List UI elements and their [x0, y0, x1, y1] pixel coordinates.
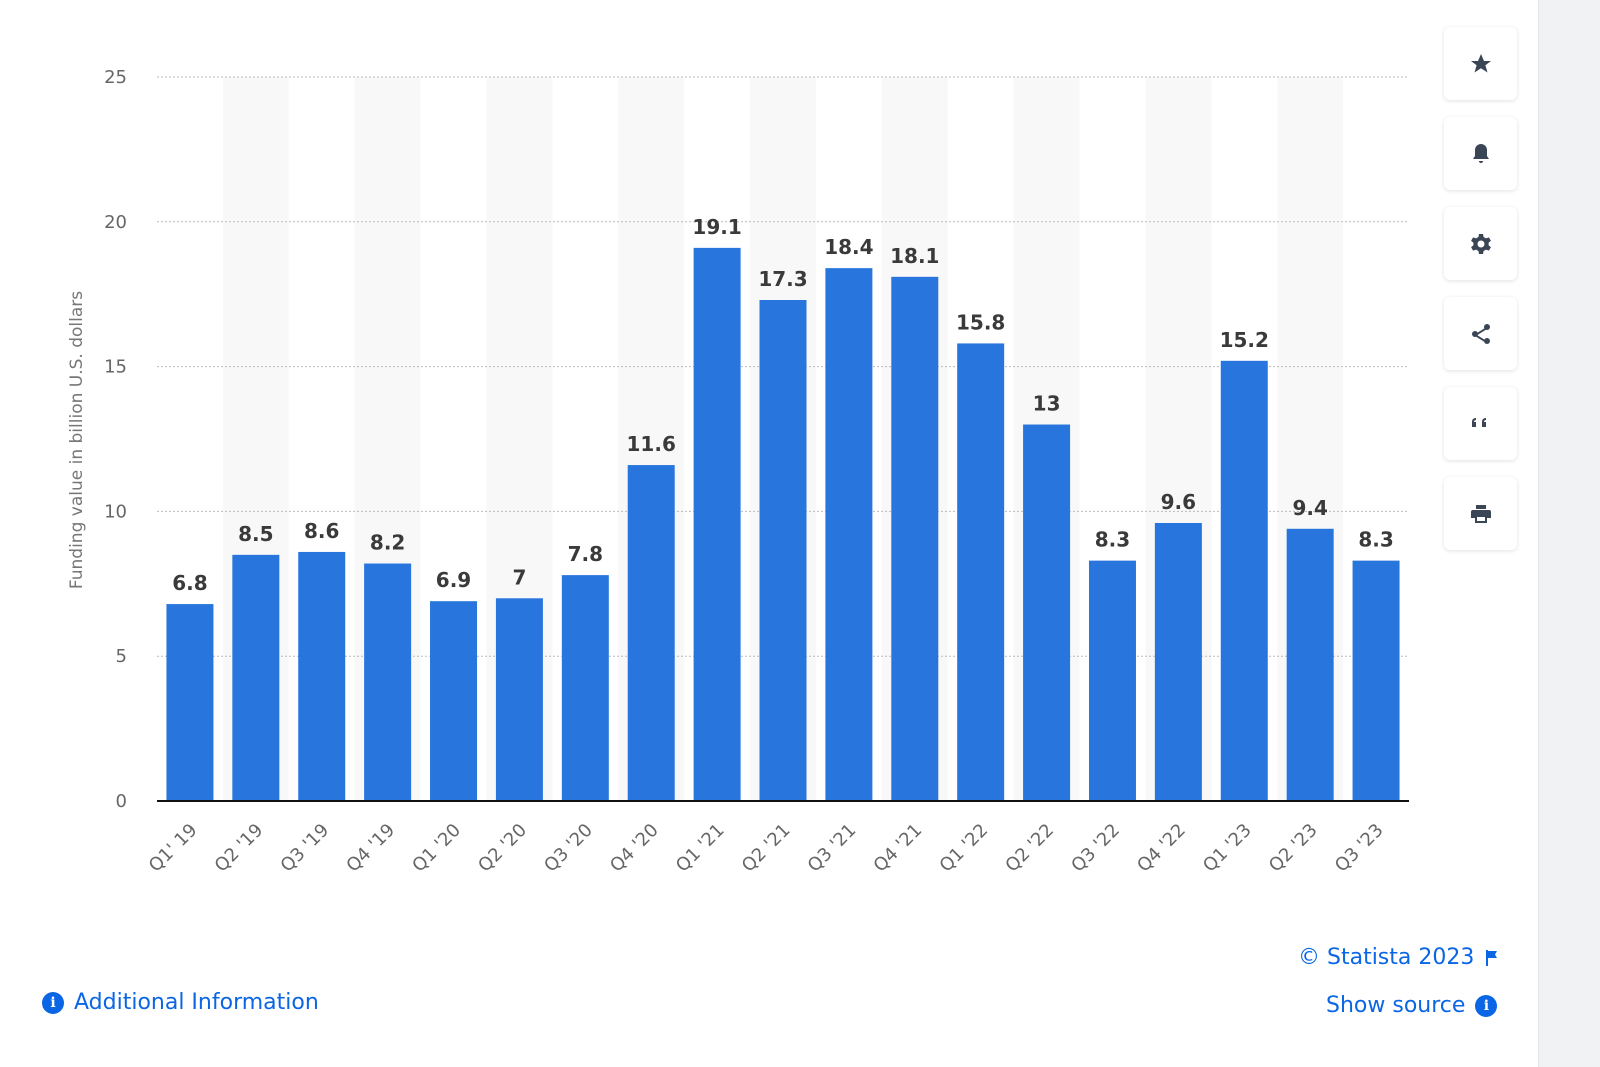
- x-tick-label: Q2 '23: [1265, 820, 1322, 877]
- x-tick-label: Q1 '22: [936, 820, 993, 877]
- data-label: 7.8: [568, 542, 603, 566]
- x-tick-label: Q3 '21: [804, 820, 861, 877]
- x-tick-label: Q4 '20: [606, 820, 663, 877]
- x-tick-label: Q4 '22: [1133, 820, 1190, 877]
- x-tick-label: Q3 '23: [1331, 820, 1388, 877]
- data-label: 9.6: [1161, 490, 1196, 514]
- print-icon: [1470, 504, 1491, 523]
- bar: [759, 299, 807, 801]
- data-label: 15.8: [956, 310, 1005, 334]
- y-tick-label: 15: [104, 357, 127, 378]
- x-tick-label: Q2 '22: [1001, 820, 1058, 877]
- info-icon: i: [42, 991, 64, 1014]
- y-axis-label: Funding value in billion U.S. dollars: [67, 291, 87, 589]
- x-tick-label: Q1 '21: [672, 820, 729, 877]
- bar: [1154, 522, 1202, 801]
- data-label: 15.2: [1220, 328, 1269, 352]
- copyright-text: © Statista 2023: [1298, 945, 1475, 970]
- x-tick-label: Q3 '22: [1067, 820, 1124, 877]
- bar: [495, 598, 543, 801]
- star-icon: [1470, 53, 1491, 72]
- x-tick-label: Q2 '21: [738, 820, 795, 877]
- bar: [430, 601, 478, 801]
- data-label: 8.3: [1095, 528, 1130, 552]
- bell-icon: [1472, 143, 1489, 163]
- data-label: 18.4: [824, 235, 873, 259]
- y-tick-label: 0: [116, 791, 127, 812]
- share-icon: [1471, 323, 1490, 344]
- settings-button[interactable]: [1444, 207, 1517, 280]
- x-tick-label: Q2 '19: [211, 820, 268, 877]
- bar: [298, 551, 346, 801]
- bar: [1023, 424, 1071, 801]
- x-tick-label: Q2 '20: [474, 820, 531, 877]
- data-label: 13: [1033, 392, 1061, 416]
- bar: [364, 563, 412, 801]
- data-label: 17.3: [758, 267, 807, 291]
- data-label: 8.2: [370, 531, 405, 555]
- bar: [232, 554, 280, 801]
- y-tick-label: 5: [116, 646, 127, 667]
- data-label: 8.5: [238, 522, 273, 546]
- data-label: 8.3: [1358, 528, 1393, 552]
- x-tick-label: Q1 '23: [1199, 820, 1256, 877]
- bar: [166, 604, 214, 801]
- y-tick-label: 25: [104, 67, 127, 88]
- copyright-link[interactable]: © Statista 2023: [1298, 945, 1500, 970]
- data-label: 9.4: [1292, 496, 1327, 520]
- data-label: 19.1: [692, 215, 741, 239]
- bar: [957, 343, 1005, 801]
- bar: [1352, 560, 1400, 801]
- show-source-link[interactable]: Show source i: [1326, 993, 1498, 1018]
- bar: [1088, 560, 1136, 801]
- bar: [561, 575, 609, 801]
- y-tick-label: 20: [104, 212, 127, 233]
- info-icon: i: [1475, 994, 1498, 1017]
- print-button[interactable]: [1444, 477, 1517, 550]
- data-label: 6.9: [436, 568, 471, 592]
- bar: [825, 268, 873, 801]
- flag-icon: [1486, 949, 1498, 966]
- share-button[interactable]: [1444, 297, 1517, 370]
- additional-information-text: Additional Information: [74, 990, 319, 1015]
- data-label: 11.6: [627, 432, 676, 456]
- bar: [693, 247, 741, 801]
- show-source-text: Show source: [1326, 993, 1466, 1018]
- bar-chart: 0 5 10 15 20 25 Funding value in billion U.S. …: [67, 67, 1409, 877]
- cite-button[interactable]: [1444, 387, 1517, 460]
- bar: [1220, 360, 1268, 801]
- gear-icon: [1470, 233, 1491, 254]
- bar: [627, 465, 675, 801]
- data-label: 18.1: [890, 244, 939, 268]
- x-tick-label: Q3 '20: [540, 820, 597, 877]
- data-label: 8.6: [304, 519, 339, 543]
- quote-icon: [1471, 417, 1486, 427]
- favorite-button[interactable]: [1444, 27, 1517, 100]
- data-label: 7: [512, 565, 526, 589]
- additional-information-link[interactable]: i Additional Information: [42, 990, 319, 1015]
- data-label: 6.8: [172, 571, 207, 595]
- x-tick-label: Q3 '19: [277, 820, 334, 877]
- x-tick-label: Q1 '20: [408, 820, 465, 877]
- notification-button[interactable]: [1444, 117, 1517, 190]
- x-tick-label: Q1' 19: [145, 820, 202, 877]
- x-tick-label: Q4 '19: [342, 820, 399, 877]
- bar: [1286, 528, 1334, 801]
- y-tick-label: 10: [104, 501, 127, 522]
- x-tick-label: Q4 '21: [870, 820, 927, 877]
- bar: [891, 276, 939, 802]
